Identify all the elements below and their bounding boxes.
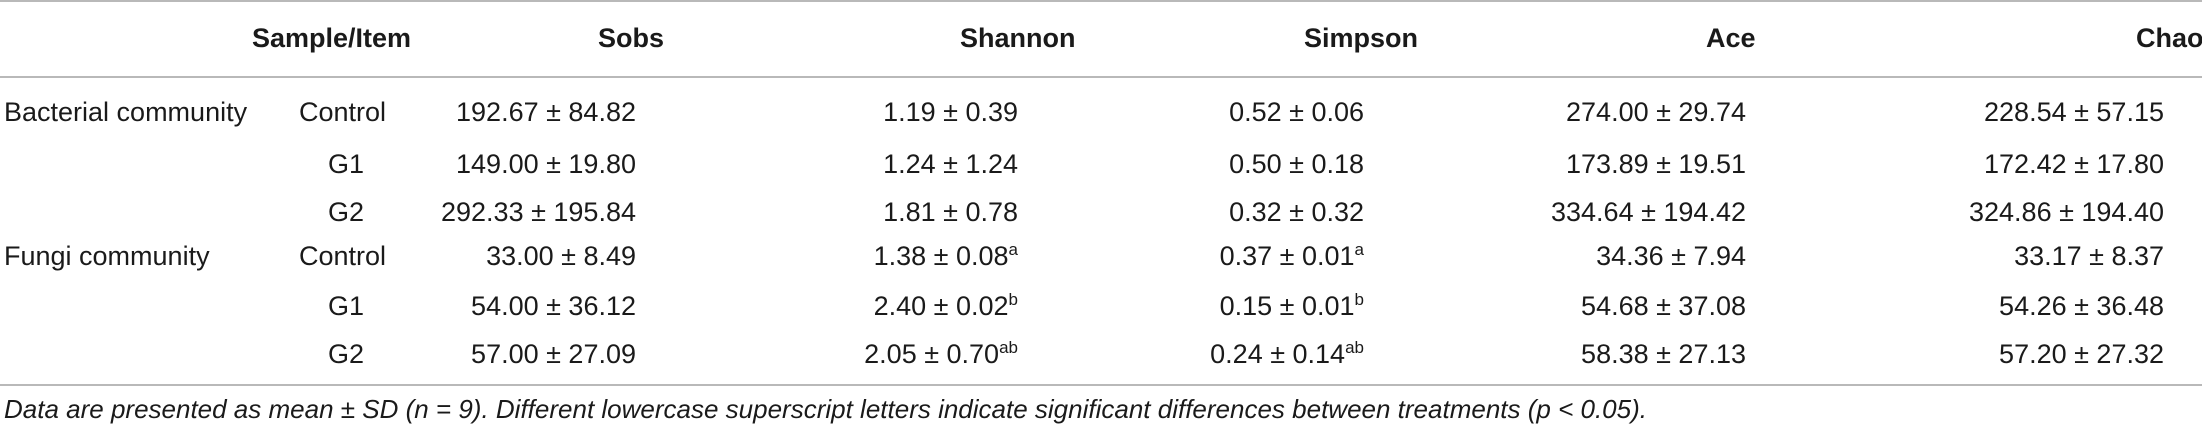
cell-chao: 228.54 ± 57.15 (1984, 97, 2164, 127)
row-label: G2 (327, 197, 364, 227)
row-label: Control (298, 241, 386, 271)
table-top-rule (0, 0, 2202, 2)
row-label: Control (298, 97, 386, 127)
cell-chao: 33.17 ± 8.37 (2014, 241, 2164, 271)
cell-simpson-value: 0.37 ± 0.01 (1219, 241, 1355, 271)
cell-sobs: 54.00 ± 36.12 (471, 291, 636, 321)
cell-ace: 58.38 ± 27.13 (1581, 339, 1746, 369)
header-chao: Chao (2136, 23, 2202, 53)
cell-shannon: 1.38 ± 0.08a (800, 240, 1018, 272)
header-ace: Ace (1706, 23, 1756, 53)
cell-shannon: 1.81 ± 0.78 (800, 196, 1018, 228)
row-label: G1 (327, 291, 364, 321)
cell-shannon: 1.19 ± 0.39 (800, 96, 1018, 128)
cell-simpson: 0.37 ± 0.01a (1150, 240, 1364, 272)
cell-shannon-value: 1.19 ± 0.39 (883, 97, 1018, 127)
group-label-bacterial: Bacterial community (4, 97, 248, 127)
cell-simpson-value: 0.24 ± 0.14 (1210, 339, 1346, 369)
cell-simpson-value: 0.52 ± 0.06 (1229, 97, 1364, 127)
header-sobs: Sobs (598, 23, 665, 53)
cell-shannon-value: 1.38 ± 0.08 (873, 241, 1009, 271)
cell-shannon: 2.05 ± 0.70ab (800, 338, 1018, 370)
cell-sobs: 292.33 ± 195.84 (441, 197, 636, 227)
cell-simpson: 0.52 ± 0.06 (1150, 96, 1364, 128)
header-simpson: Simpson (1304, 23, 1419, 53)
row-label: G1 (327, 149, 364, 179)
cell-simpson: 0.24 ± 0.14ab (1150, 338, 1364, 370)
cell-shannon: 1.24 ± 1.24 (800, 148, 1018, 180)
cell-shannon: 2.40 ± 0.02b (800, 290, 1018, 322)
cell-shannon-value: 2.05 ± 0.70 (864, 339, 1000, 369)
cell-ace: 274.00 ± 29.74 (1566, 97, 1746, 127)
cell-sobs: 149.00 ± 19.80 (456, 149, 636, 179)
header-shannon: Shannon (960, 23, 1076, 53)
cell-sobs: 192.67 ± 84.82 (456, 97, 636, 127)
row-label: G2 (327, 339, 364, 369)
cell-simpson-value: 0.32 ± 0.32 (1229, 197, 1364, 227)
cell-sobs: 33.00 ± 8.49 (486, 241, 636, 271)
cell-shannon-value: 2.40 ± 0.02 (873, 291, 1009, 321)
cell-ace: 173.89 ± 19.51 (1566, 149, 1746, 179)
cell-simpson-value: 0.50 ± 0.18 (1229, 149, 1364, 179)
cell-shannon-sup: b (1008, 290, 1018, 309)
cell-shannon-sup: a (1008, 240, 1018, 259)
cell-simpson-value: 0.15 ± 0.01 (1219, 291, 1355, 321)
cell-shannon-value: 1.24 ± 1.24 (883, 149, 1018, 179)
cell-ace: 334.64 ± 194.42 (1551, 197, 1746, 227)
cell-chao: 324.86 ± 194.40 (1969, 197, 2164, 227)
cell-simpson-sup: a (1354, 240, 1364, 259)
cell-chao: 57.20 ± 27.32 (1999, 339, 2164, 369)
cell-ace: 54.68 ± 37.08 (1581, 291, 1746, 321)
cell-chao: 172.42 ± 17.80 (1984, 149, 2164, 179)
table-bottom-rule (0, 384, 2202, 386)
cell-simpson: 0.32 ± 0.32 (1150, 196, 1364, 228)
cell-shannon-value: 1.81 ± 0.78 (883, 197, 1018, 227)
cell-chao: 54.26 ± 36.48 (1999, 291, 2164, 321)
cell-simpson-sup: b (1354, 290, 1364, 309)
cell-simpson: 0.50 ± 0.18 (1150, 148, 1364, 180)
cell-ace: 34.36 ± 7.94 (1596, 241, 1746, 271)
header-bottom-rule (0, 76, 2202, 78)
cell-shannon-sup: ab (999, 338, 1018, 357)
cell-sobs: 57.00 ± 27.09 (471, 339, 636, 369)
group-label-fungi: Fungi community (4, 241, 210, 271)
cell-simpson: 0.15 ± 0.01b (1150, 290, 1364, 322)
cell-simpson-sup: ab (1345, 338, 1364, 357)
table-footnote: Data are presented as mean ± SD (n = 9).… (4, 394, 1647, 424)
header-sample-item: Sample/Item (252, 23, 412, 53)
